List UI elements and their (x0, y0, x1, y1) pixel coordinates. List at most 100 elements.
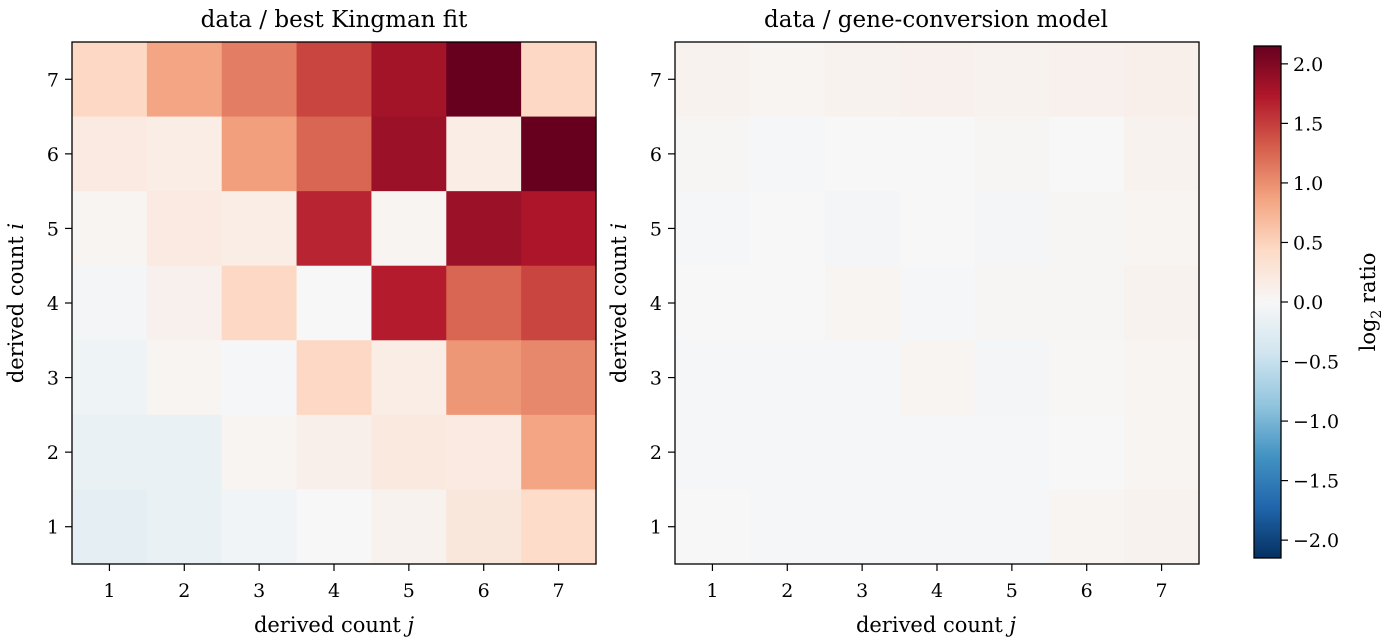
heatmap-cell (675, 191, 751, 267)
y-tick-label: 7 (47, 69, 59, 91)
heatmap-cell (824, 340, 901, 416)
heatmap-cell (521, 191, 597, 267)
x-tick-label: 1 (706, 580, 718, 602)
panel-title-gene-conversion: data / gene-conversion model (764, 7, 1108, 33)
colorbar-tick-label: −1.5 (1293, 471, 1339, 493)
heatmap-cell (221, 489, 298, 565)
heatmap-cell (899, 265, 976, 341)
heatmap-cell (446, 489, 522, 565)
heatmap-cell (1124, 340, 1200, 416)
heatmap-cell (749, 414, 826, 491)
y-tick-label: 1 (47, 517, 59, 539)
heatmap-cell (146, 414, 223, 491)
heatmap-cell (446, 116, 522, 192)
heatmap-cell (446, 42, 522, 118)
heatmap-cell (974, 191, 1050, 267)
heatmap-cell (1124, 489, 1200, 565)
x-tick-label: 2 (178, 580, 190, 602)
heatmap-cell (221, 116, 298, 192)
heatmap-cell (1049, 42, 1125, 118)
heatmap-cell (824, 42, 901, 118)
colorbar-tick-label: 1.0 (1293, 173, 1323, 195)
heatmap-cell (1049, 191, 1125, 267)
heatmap-cell (296, 265, 373, 341)
heatmap-cell (72, 116, 148, 192)
heatmap-cell (446, 340, 522, 416)
heatmap-cell (1124, 414, 1200, 491)
heatmap-cell (446, 265, 522, 341)
heatmap-cell (974, 265, 1050, 341)
heatmap-cell (521, 414, 597, 491)
heatmap-cell (1124, 42, 1200, 118)
heatmap-cell (446, 414, 522, 491)
y-ticks: 7 6 5 4 3 2 1 (650, 69, 675, 539)
y-tick-label: 5 (650, 218, 662, 240)
heatmap-cell (296, 116, 373, 192)
x-tick-label: 5 (1006, 580, 1018, 602)
heatmap-cell (1124, 116, 1200, 192)
x-tick-label: 4 (328, 580, 340, 602)
heatmap-cell (296, 489, 373, 565)
heatmap-cell (146, 42, 223, 118)
colorbar-tick-label: −2.0 (1293, 530, 1339, 552)
heatmap-cell (72, 340, 148, 416)
x-tick-label: 7 (1156, 580, 1168, 602)
heatmap-cell (899, 414, 976, 491)
heatmap-cell (675, 265, 751, 341)
x-ticks: 1 2 3 4 5 6 7 (103, 564, 565, 602)
heatmap-cell (974, 414, 1050, 491)
y-tick-label: 2 (650, 442, 662, 464)
colorbar-tick-label: 2.0 (1293, 54, 1323, 76)
heatmap-cell (1049, 489, 1125, 565)
heatmap-cell (146, 116, 223, 192)
y-axis-label: derived count i (607, 223, 631, 383)
heatmap-cell (824, 414, 901, 491)
y-tick-label: 3 (650, 368, 662, 390)
heatmap-cell (824, 265, 901, 341)
x-ticks: 1 2 3 4 5 6 7 (706, 564, 1168, 602)
y-tick-label: 1 (650, 517, 662, 539)
heatmap-cell (824, 191, 901, 267)
heatmap-cell (521, 42, 597, 118)
heatmap-cell (296, 414, 373, 491)
heatmap-cell (371, 42, 447, 118)
heatmap-cell (675, 489, 751, 565)
heatmap-cell (1049, 414, 1125, 491)
heatmap-cell (899, 340, 976, 416)
colorbar-label: log2 ratio (1356, 253, 1385, 352)
heatmap-cell (675, 42, 751, 118)
y-ticks: 7 6 5 4 3 2 1 (47, 69, 72, 539)
heatmap-cell (221, 265, 298, 341)
heatmap-cell (1049, 265, 1125, 341)
y-tick-label: 4 (47, 293, 59, 315)
colorbar-tick-label: −1.0 (1293, 411, 1339, 433)
y-tick-label: 5 (47, 218, 59, 240)
y-tick-label: 2 (47, 442, 59, 464)
heatmap-cell (974, 489, 1050, 565)
x-tick-label: 3 (253, 580, 265, 602)
heatmap-cell (749, 340, 826, 416)
heatmap-cell (1049, 116, 1125, 192)
heatmap-cell (521, 340, 597, 416)
heatmap-cell (899, 191, 976, 267)
colorbar-gradient (1253, 45, 1282, 559)
heatmap-cell (72, 42, 148, 118)
heatmap-cell (521, 116, 597, 192)
heatmap-cell (675, 116, 751, 192)
x-tick-label: 7 (553, 580, 565, 602)
heatmap-cell (221, 191, 298, 267)
heatmap-cell (749, 116, 826, 192)
x-tick-label: 5 (403, 580, 415, 602)
heatmap-cell (221, 414, 298, 491)
colorbar-tick-label: 0.0 (1293, 292, 1323, 314)
x-tick-label: 6 (478, 580, 490, 602)
heatmap-cell (899, 42, 976, 118)
heatmap-cell (749, 489, 826, 565)
y-tick-label: 6 (650, 144, 662, 166)
heatmap-cell (521, 265, 597, 341)
colorbar: 2.0 1.5 1.0 0.5 0.0 −0.5 −1.0 −1.5 −2.0 log2 rat… (1253, 45, 1385, 559)
y-tick-label: 4 (650, 293, 662, 315)
heatmap-cell (899, 116, 976, 192)
